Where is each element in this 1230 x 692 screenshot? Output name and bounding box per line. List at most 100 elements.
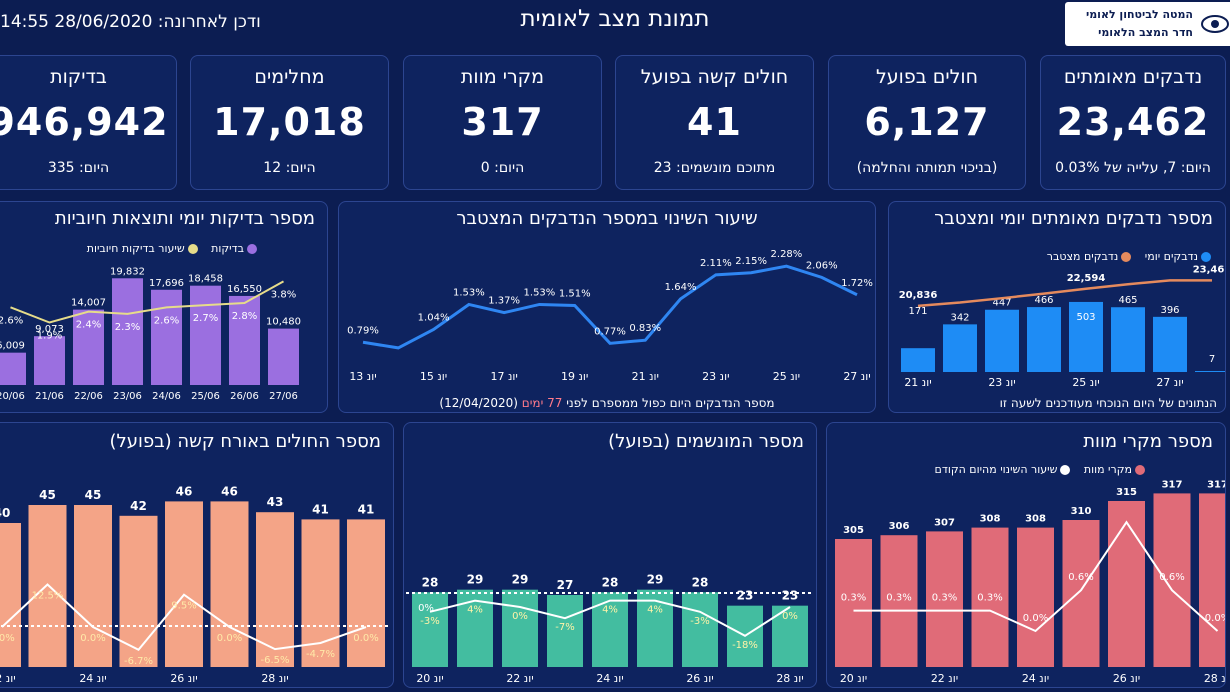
change-point-label: 1.37% xyxy=(488,296,520,307)
change-label: 0.3% xyxy=(886,593,911,604)
change-label: 0.3% xyxy=(932,593,957,604)
cumulative-label: 20,836 xyxy=(899,290,938,301)
logo-line-2: חדר המצב הלאומי xyxy=(1098,26,1193,39)
x-tick-label: יונ 24 xyxy=(596,672,623,685)
x-tick-label: יונ 26 xyxy=(1113,672,1140,685)
bar xyxy=(592,592,628,667)
bar-value-label: 317 xyxy=(1162,479,1183,490)
daily-case-label: 465 xyxy=(1118,295,1137,306)
change-point-label: 0.77% xyxy=(594,326,626,337)
tests-chart: 6,009 20/06 9,073 21/06 14,007 22/06 19,832 23/… xyxy=(0,266,301,402)
daily-case-bar xyxy=(1069,301,1103,372)
test-bar-label: 18,458 xyxy=(188,274,223,285)
bar-value-label: 310 xyxy=(1071,506,1092,517)
bar-value-label: 29 xyxy=(467,573,484,587)
daily-case-label: 503 xyxy=(1076,312,1095,323)
legend-dot-change xyxy=(1060,465,1071,475)
change-point-label: 1.72% xyxy=(841,278,873,289)
change-line xyxy=(853,520,1219,633)
positivity-label: 2.4% xyxy=(76,320,101,331)
change-label: 4% xyxy=(467,605,483,616)
x-tick-label: יונ 22 xyxy=(506,672,533,685)
change-chart-card: שיעור השינוי במספר הנדבקים המצטבר 0.79% 1… xyxy=(338,201,876,413)
kpi-value: 317 xyxy=(461,100,544,144)
change-label: 0.6% xyxy=(1159,572,1184,583)
cumulative-line xyxy=(917,279,1213,308)
kpi-sub: היום: 7, עלייה של 0.03% xyxy=(1055,160,1211,176)
x-tick-label: יונ 27 xyxy=(1156,376,1183,389)
change-footnote: מספר הנדבקים היום כפול ממספרם לפני 77 ימ… xyxy=(339,396,875,410)
daily-case-label: 342 xyxy=(950,312,969,323)
legend-label: שיעור בדיקות חיוביות xyxy=(86,242,185,255)
legend-label: בדיקות xyxy=(211,242,244,255)
x-tick-label: יונ 21 xyxy=(904,376,931,389)
kpi-label: נדבקים מאומתים xyxy=(1063,66,1203,88)
positivity-label: 1.9% xyxy=(37,331,62,342)
x-tick-label: יונ 20 xyxy=(840,672,867,685)
change-label: -3% xyxy=(690,616,709,627)
bar xyxy=(502,589,538,667)
test-bar xyxy=(73,309,104,385)
bar-value-label: 46 xyxy=(176,484,193,498)
change-label: -4.7% xyxy=(306,649,335,660)
test-bar-label: 9,073 xyxy=(35,324,64,335)
kpi-label: חולים קשה בפועל xyxy=(640,66,789,88)
bar xyxy=(880,535,918,667)
positivity-label: 2.8% xyxy=(232,311,257,322)
daily-case-label: 171 xyxy=(908,306,927,317)
test-bar-label: 17,696 xyxy=(149,278,184,289)
change-point-label: 1.51% xyxy=(559,288,591,299)
change-label: 0.0% xyxy=(80,633,105,644)
cumulative-label: 22,594 xyxy=(1067,273,1106,284)
kpi-sub: (בניכוי תמותה והחלמה) xyxy=(856,160,998,176)
deaths-chart-card: מספר מקרי מוות מקרי מוות שיעור השינוי מה… xyxy=(826,422,1226,688)
eye-icon xyxy=(1201,15,1229,33)
x-tick-label: יונ 23 xyxy=(702,370,729,383)
bar-value-label: 27 xyxy=(557,578,574,592)
bar-value-label: 28 xyxy=(602,575,619,589)
change-label: 4% xyxy=(602,605,618,616)
change-label: 0.3% xyxy=(977,593,1002,604)
daily-case-bar xyxy=(1195,371,1225,372)
x-tick-label: יונ 26 xyxy=(170,672,197,685)
x-tick-label: 22/06 xyxy=(74,391,103,402)
change-point-label: 0.79% xyxy=(347,325,379,336)
bar xyxy=(971,527,1009,667)
kpi-value: 23,462 xyxy=(1056,100,1210,144)
positivity-label: 3.8% xyxy=(271,289,296,300)
chart-legend: נדבקים יומי נדבקים מצטבר xyxy=(1037,250,1211,263)
change-point-label: 1.53% xyxy=(524,287,556,298)
header: עודכן לאחרונה: 28/06/2020 14:55 תמונת מצ… xyxy=(0,0,1230,50)
change-label: -18% xyxy=(732,640,758,651)
logo: המטה לביטחון לאומי חדר המצב הלאומי xyxy=(1065,2,1230,46)
legend-label: מקרי מוות xyxy=(1083,463,1132,476)
x-tick-label: יונ 24 xyxy=(79,672,106,685)
legend-label: שיעור השינוי מהיום הקודם xyxy=(934,463,1058,476)
kpi-sub: היום: 12 xyxy=(263,160,316,176)
positivity-label: 2.6% xyxy=(0,315,23,326)
positivity-label: 2.7% xyxy=(193,313,218,324)
bar-value-label: 43 xyxy=(267,495,284,509)
bar xyxy=(926,531,963,667)
change-label: 0.0% xyxy=(1023,613,1048,624)
tests-chart-card: מספר בדיקות יומי ותוצאות חיוביות בדיקות … xyxy=(0,201,328,413)
x-tick-label: 27/06 xyxy=(269,391,298,402)
kpi-value: 41 xyxy=(687,100,742,144)
legend-dot-deaths xyxy=(1135,465,1145,475)
bar xyxy=(256,512,294,667)
x-tick-label: יונ 27 xyxy=(843,370,870,383)
x-tick-label: יונ 23 xyxy=(988,376,1015,389)
legend-label: נדבקים יומי xyxy=(1144,250,1198,263)
x-tick-label: 26/06 xyxy=(230,391,259,402)
serious-chart-card: מספר החולים באורח קשה (בפועל) 40 45 45 42 46… xyxy=(0,422,394,688)
bar-value-label: 306 xyxy=(889,521,910,532)
change-point-label: 1.04% xyxy=(418,313,450,324)
bar xyxy=(0,523,21,667)
kpi-value: 6,127 xyxy=(864,100,990,144)
kpi-tests-card: בדיקות 946,942 היום: 335 xyxy=(0,55,177,190)
cases-chart-card: מספר נדבקים מאומתים יומי ומצטבר נדבקים י… xyxy=(888,201,1226,413)
x-tick-label: יונ 28 xyxy=(261,672,288,685)
change-label: 0.3% xyxy=(841,593,866,604)
x-tick-label: יונ 25 xyxy=(773,370,800,383)
change-line xyxy=(362,264,858,350)
